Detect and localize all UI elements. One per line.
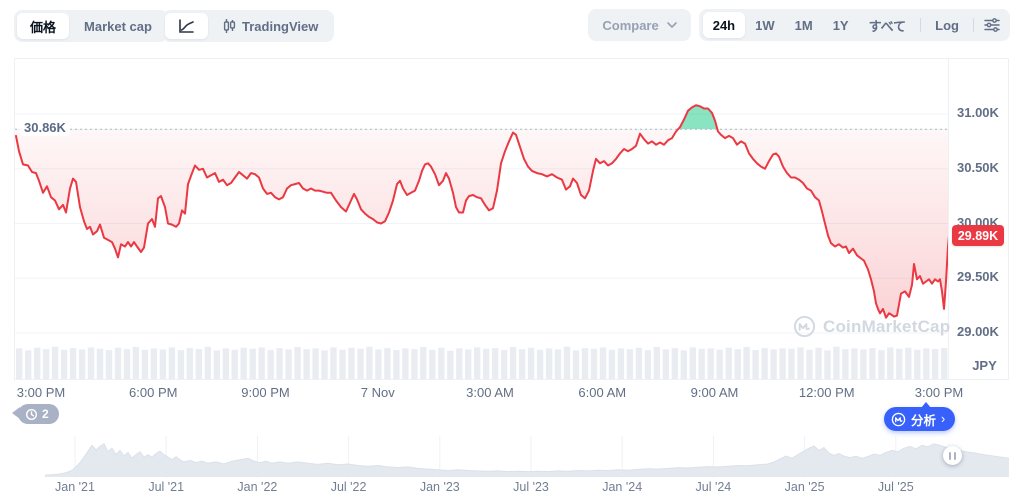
range-button-すべて[interactable]: すべて	[868, 18, 907, 34]
currency-unit-label: JPY	[972, 358, 997, 373]
minimap-label: Jan '23	[419, 480, 460, 494]
y-axis-label: 30.50K	[957, 159, 999, 175]
x-axis-label: 12:00 PM	[798, 385, 855, 400]
range-button-24h[interactable]: 24h	[702, 12, 746, 38]
x-axis-label: 3:00 PM	[16, 385, 66, 400]
x-axis-label: 3:00 PM	[914, 385, 964, 400]
tradingview-label: TradingView	[242, 18, 319, 34]
minimap-label: Jan '24	[602, 480, 643, 494]
minimap-label: Jan '21	[55, 480, 95, 494]
toolbar-right: Compare 24h 1W 1M 1Y すべて Log	[588, 9, 1010, 41]
compare-label: Compare	[602, 17, 659, 33]
minimap-label: Jan '25	[784, 480, 825, 494]
sliders-icon	[984, 18, 1000, 32]
chart-settings-button[interactable]	[978, 12, 1006, 38]
y-axis-label: 29.00K	[957, 324, 999, 339]
x-axis-label: 6:00 PM	[129, 385, 178, 400]
x-axis-label: 6:00 AM	[578, 385, 627, 400]
range-button-1Y[interactable]: 1Y	[832, 17, 849, 33]
y-axis: JPY 31.00K 30.50K 30.00K 29.50K 29.00K	[948, 59, 1010, 379]
log-scale-button[interactable]: Log	[935, 17, 959, 33]
chevron-down-icon	[666, 22, 677, 28]
minimap-label: Jul '21	[148, 480, 185, 494]
last-price-badge: 29.89K	[952, 225, 1004, 247]
candlestick-icon	[223, 18, 236, 34]
minimap-label: Jul '24	[695, 480, 732, 494]
y-axis-label: 31.00K	[957, 105, 999, 120]
tab-tradingview[interactable]: TradingView	[210, 13, 331, 39]
minimap-label: Jul '23	[513, 480, 549, 494]
chart-type-toggle: TradingView	[162, 10, 335, 42]
timeline-minimap[interactable]	[14, 436, 1009, 478]
minimap-label: Jul '22	[330, 480, 367, 494]
price-marketcap-toggle: 価格 Market cap	[14, 10, 168, 42]
analyze-label: 分析	[911, 413, 937, 428]
divider	[920, 18, 922, 32]
tab-line-chart[interactable]	[165, 13, 208, 39]
minimap-label: Jan '22	[237, 480, 278, 494]
minimap-label: Jul '25	[877, 480, 914, 494]
y-axis-label: 29.50K	[957, 269, 999, 285]
main-chart-card: JPY 31.00K 30.50K 30.00K 29.50K 29.00K 30.86…	[14, 58, 1009, 380]
range-button-1W[interactable]: 1W	[755, 17, 775, 33]
range-button-1M[interactable]: 1M	[794, 17, 813, 33]
analyze-button[interactable]: 分析 ›	[884, 402, 956, 431]
watermark-text: CoinMarketCap	[823, 316, 951, 336]
previous-close-label: 30.86K	[20, 119, 70, 137]
watermark: CoinMarketCap	[793, 315, 950, 338]
x-axis-label: 7 Nov	[360, 385, 395, 400]
history-count: 2	[42, 407, 49, 421]
cmc-chat-icon	[891, 412, 906, 427]
line-chart-icon	[178, 18, 195, 34]
minimap-axis: Jan '21 Jul '21 Jan '22 Jul '22 Jan '23 Jul '…	[14, 480, 1009, 496]
chevron-right-icon: ›	[941, 412, 946, 426]
x-axis-label: 3:00 AM	[466, 385, 514, 400]
compare-button[interactable]: Compare	[588, 9, 691, 41]
divider	[973, 18, 974, 32]
history-events-badge[interactable]: 2	[12, 404, 59, 424]
minimap-drag-handle[interactable]	[943, 446, 962, 465]
x-axis: 3:00 PM 6:00 PM 9:00 PM 7 Nov 3:00 AM 6:00 AM…	[14, 385, 963, 403]
x-axis-label: 9:00 AM	[690, 385, 739, 400]
clock-history-icon	[25, 408, 38, 421]
coinmarketcap-logo-icon	[793, 315, 816, 338]
tab-price[interactable]: 価格	[17, 13, 70, 39]
price-chart[interactable]	[15, 59, 949, 380]
range-selector: 24h 1W 1M 1Y すべて Log	[698, 9, 1010, 41]
tab-market-cap[interactable]: Market cap	[84, 18, 152, 34]
x-axis-label: 9:00 PM	[241, 385, 290, 400]
